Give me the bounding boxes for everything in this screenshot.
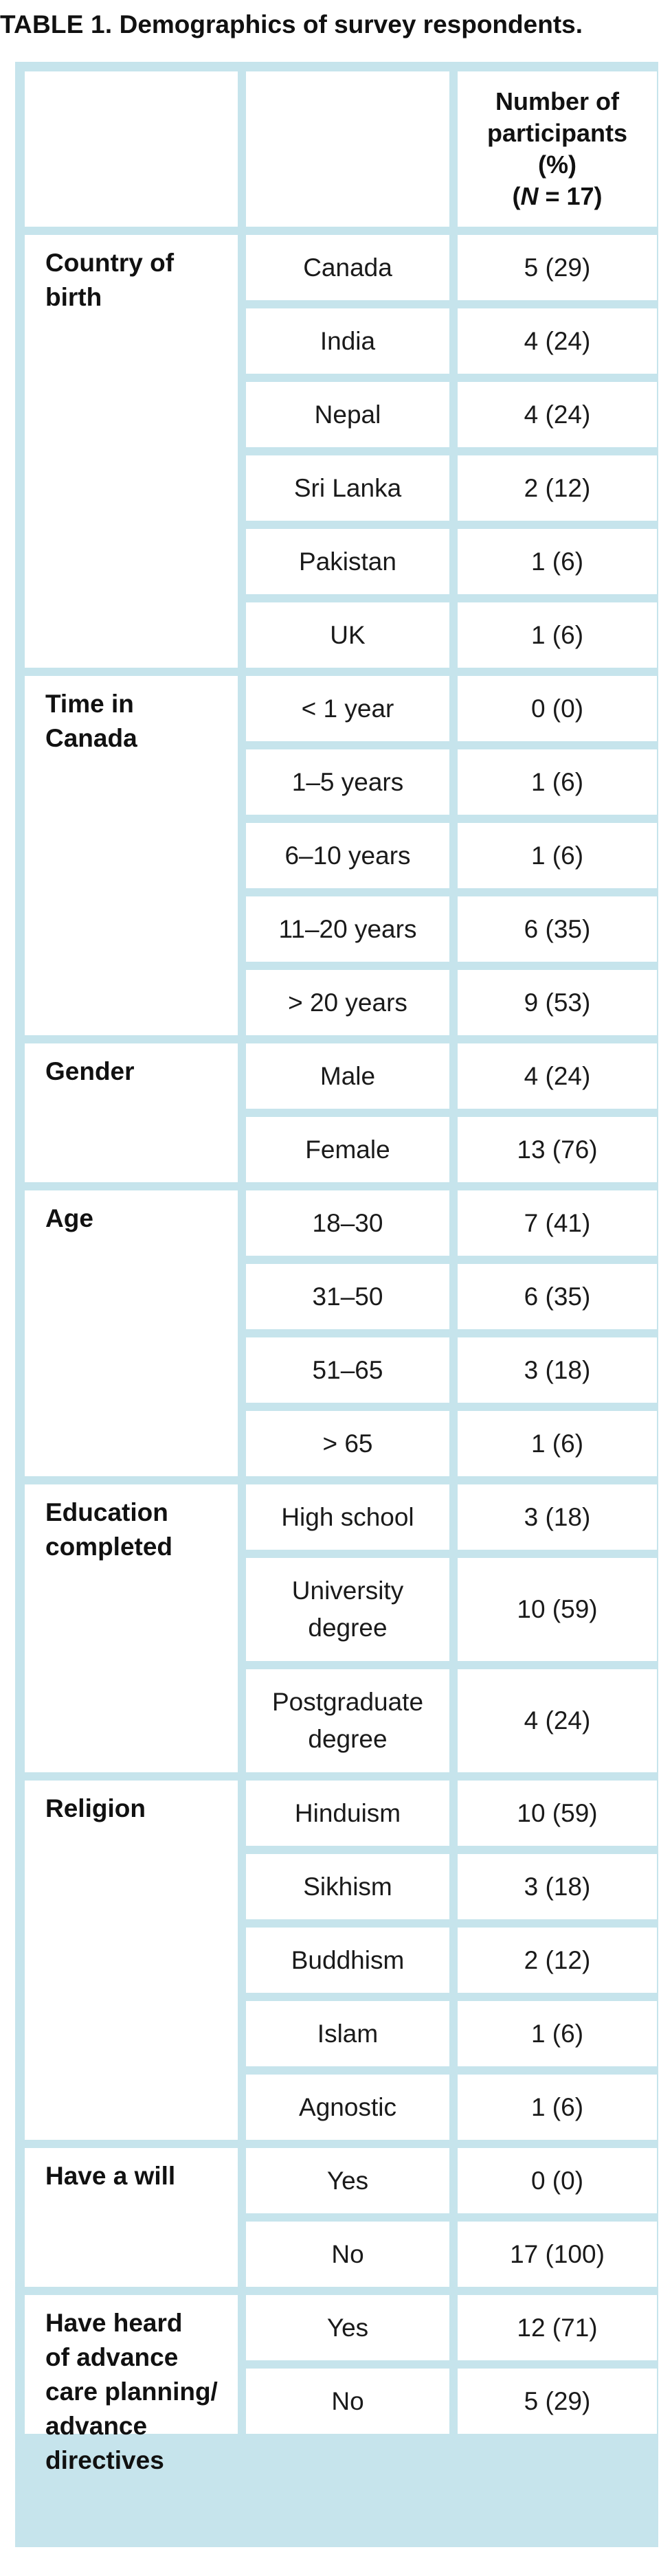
row-value-cell: 10 (59): [458, 1558, 657, 1661]
header-blank-cell-2: [246, 71, 449, 227]
row-label-cell: 11–20 years: [246, 896, 449, 962]
row-label-cell: 6–10 years: [246, 823, 449, 888]
row-value-cell: 5 (29): [458, 2369, 657, 2434]
header-line-3: (%): [538, 150, 576, 179]
row-label-cell: Yes: [246, 2295, 449, 2360]
row-label-cell: No: [246, 2222, 449, 2287]
category-cell: Gender: [25, 1043, 238, 1182]
row-value-cell: 9 (53): [458, 970, 657, 1035]
category-cell: Country of birth: [25, 235, 238, 668]
row-value-cell: 12 (71): [458, 2295, 657, 2360]
row-value-cell: 10 (59): [458, 1781, 657, 1846]
row-value-cell: 1 (6): [458, 749, 657, 815]
row-label-cell: 31–50: [246, 1264, 449, 1329]
row-label-cell: > 20 years: [246, 970, 449, 1035]
row-label-cell: > 65: [246, 1411, 449, 1476]
row-value-cell: 1 (6): [458, 823, 657, 888]
category-cell: Have a will: [25, 2148, 238, 2287]
row-label-cell: Sri Lanka: [246, 455, 449, 521]
row-value-cell: 0 (0): [458, 2148, 657, 2213]
category-cell: Education completed: [25, 1484, 238, 1772]
row-value-cell: 4 (24): [458, 1669, 657, 1772]
row-label-cell: Sikhism: [246, 1854, 449, 1919]
header-n-suffix: = 17): [538, 182, 603, 210]
row-value-cell: 4 (24): [458, 308, 657, 374]
row-label-cell: Yes: [246, 2148, 449, 2213]
row-label-cell: 18–30: [246, 1190, 449, 1256]
row-value-cell: 2 (12): [458, 455, 657, 521]
row-label-cell: < 1 year: [246, 676, 449, 741]
row-value-cell: 4 (24): [458, 382, 657, 447]
header-line-1: Number of: [495, 87, 619, 115]
table-number: TABLE 1.: [0, 10, 113, 38]
row-label-cell: India: [246, 308, 449, 374]
row-label-cell: 1–5 years: [246, 749, 449, 815]
table-title: Demographics of survey respondents.: [119, 10, 583, 38]
row-label-cell: High school: [246, 1484, 449, 1550]
table-caption: TABLE 1. Demographics of survey responde…: [0, 8, 672, 41]
row-value-cell: 5 (29): [458, 235, 657, 300]
row-label-cell: Postgraduate degree: [246, 1669, 449, 1772]
row-label-cell: Canada: [246, 235, 449, 300]
header-n-prefix: (: [512, 182, 521, 210]
row-label-cell: Buddhism: [246, 1928, 449, 1993]
row-value-cell: 2 (12): [458, 1928, 657, 1993]
category-cell: Religion: [25, 1781, 238, 2140]
header-participants-cell: Number of participants (%) (N = 17): [458, 71, 657, 227]
row-value-cell: 0 (0): [458, 676, 657, 741]
row-label-cell: Pakistan: [246, 529, 449, 594]
header-blank-cell-1: [25, 71, 238, 227]
row-value-cell: 4 (24): [458, 1043, 657, 1109]
row-value-cell: 6 (35): [458, 896, 657, 962]
row-label-cell: Islam: [246, 2001, 449, 2066]
row-value-cell: 1 (6): [458, 2075, 657, 2140]
row-label-cell: Hinduism: [246, 1781, 449, 1846]
demographics-table: Number of participants (%) (N = 17) Coun…: [15, 62, 658, 2547]
header-n-symbol: N: [520, 182, 539, 210]
header-line-4: (N = 17): [512, 181, 602, 212]
row-value-cell: 17 (100): [458, 2222, 657, 2287]
row-value-cell: 1 (6): [458, 602, 657, 668]
row-label-cell: 51–65: [246, 1337, 449, 1403]
row-label-cell: Nepal: [246, 382, 449, 447]
row-label-cell: Agnostic: [246, 2075, 449, 2140]
row-value-cell: 3 (18): [458, 1337, 657, 1403]
category-cell: Have heard of advance care planning/ adv…: [25, 2295, 238, 2474]
row-label-cell: Female: [246, 1117, 449, 1182]
row-value-cell: 7 (41): [458, 1190, 657, 1256]
row-value-cell: 1 (6): [458, 529, 657, 594]
row-value-cell: 1 (6): [458, 1411, 657, 1476]
header-line-2: participants: [486, 119, 628, 147]
category-cell: Time in Canada: [25, 676, 238, 1035]
row-value-cell: 3 (18): [458, 1484, 657, 1550]
row-value-cell: 1 (6): [458, 2001, 657, 2066]
row-label-cell: No: [246, 2369, 449, 2434]
row-label-cell: UK: [246, 602, 449, 668]
category-cell: Age: [25, 1190, 238, 1476]
row-value-cell: 6 (35): [458, 1264, 657, 1329]
row-value-cell: 3 (18): [458, 1854, 657, 1919]
row-value-cell: 13 (76): [458, 1117, 657, 1182]
row-label-cell: Male: [246, 1043, 449, 1109]
row-label-cell: University degree: [246, 1558, 449, 1661]
